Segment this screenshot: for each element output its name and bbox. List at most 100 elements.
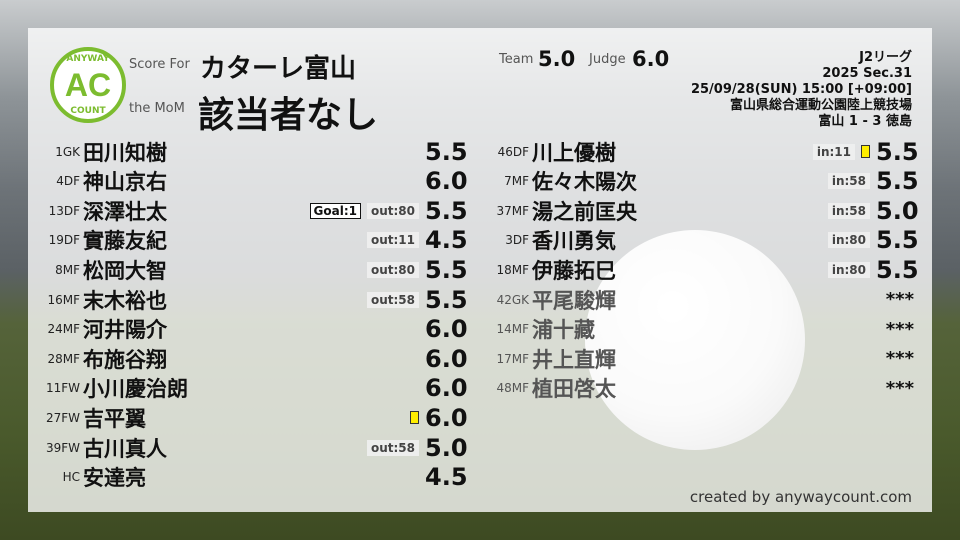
player-row: 16MF 末木裕也 out:58 5.5: [33, 285, 468, 314]
player-name: 平尾駿輝: [532, 288, 616, 313]
no-rating: ***: [885, 318, 914, 340]
player-name: 伊藤拓巳: [532, 258, 616, 283]
substitution-badge: out:11: [366, 232, 419, 249]
player-row: 19DF 實藤友紀 out:11 4.5: [33, 226, 468, 255]
player-stats: 5.5: [425, 137, 468, 166]
player-score: 6.0: [425, 315, 468, 344]
player-stats: out:11 4.5: [366, 226, 468, 254]
player-score: 5.5: [425, 137, 468, 166]
player-number-position: 7MF: [504, 174, 529, 189]
team-label: Team: [499, 52, 534, 67]
no-rating: ***: [885, 348, 914, 370]
player-number-position: 24MF: [47, 322, 80, 337]
player-row: 46DF 川上優樹 in:11 5.5: [482, 137, 919, 166]
player-score: 5.5: [425, 285, 468, 314]
player-score: 5.5: [876, 167, 919, 196]
no-rating: ***: [885, 289, 914, 310]
player-name: 田川知樹: [83, 140, 167, 165]
player-score: 5.5: [425, 196, 468, 225]
player-name: 實藤友紀: [83, 229, 167, 254]
substitution-badge: out:80: [366, 202, 419, 219]
logo-bottom-text: COUNT: [70, 106, 106, 116]
player-name: 植田啓太: [532, 377, 616, 402]
player-score: 6.0: [425, 167, 468, 196]
player-stats: Goal:1 out:80 5.5: [309, 196, 468, 225]
player-stats: 6.0: [425, 374, 468, 403]
substitution-badge: out:58: [366, 291, 419, 308]
player-score: 6.0: [425, 374, 468, 403]
player-number-position: 13DF: [48, 203, 80, 218]
player-number-position: 8MF: [55, 262, 80, 277]
player-stats: ***: [876, 378, 914, 399]
judge-label: Judge: [589, 52, 626, 67]
match-info: J2リーグ 2025 Sec.31 25/09/28(SUN) 15:00 [+…: [691, 50, 912, 130]
player-number-position: 17MF: [496, 351, 529, 366]
logo-text: AC: [64, 67, 112, 103]
player-name: 湯之前匡央: [532, 199, 637, 224]
player-number-position: 42GK: [496, 292, 529, 307]
player-name: 古川真人: [83, 436, 167, 461]
player-stats: ***: [876, 348, 914, 369]
anywaycount-logo: ANYWAY AC COUNT: [50, 47, 126, 123]
player-row: 4DF 神山京右 6.0: [33, 167, 468, 196]
player-number-position: 28MF: [47, 351, 80, 366]
player-name: 布施谷翔: [83, 347, 167, 372]
player-score: 5.5: [876, 137, 919, 166]
player-number-position: 19DF: [48, 233, 80, 248]
mom-label: the MoM: [129, 101, 185, 116]
player-name: 末木裕也: [83, 288, 167, 313]
player-stats: in:80 5.5: [827, 255, 919, 284]
player-row: 8MF 松岡大智 out:80 5.5: [33, 255, 468, 284]
judge-score: 6.0: [632, 47, 670, 71]
player-row: 42GK 平尾駿輝 ***: [482, 285, 914, 314]
player-stats: 6.0: [425, 167, 468, 196]
player-name: 小川慶治朗: [83, 377, 188, 402]
player-row: 48MF 植田啓太 ***: [482, 374, 914, 403]
player-name: 吉平翼: [83, 406, 146, 431]
player-score: 5.0: [876, 196, 919, 225]
player-row: 17MF 井上直輝 ***: [482, 344, 914, 373]
player-stats: ***: [876, 289, 914, 310]
player-row: 27FW 吉平翼 6.0: [33, 403, 468, 432]
substitution-badge: out:80: [366, 261, 419, 278]
mom-value: 該当者なし: [198, 95, 379, 136]
player-number-position: 16MF: [47, 292, 80, 307]
player-name: 香川勇気: [532, 229, 616, 254]
player-stats: out:80 5.5: [366, 255, 468, 284]
player-stats: out:58 5.5: [366, 285, 468, 314]
player-number-position: 37MF: [496, 203, 529, 218]
player-score: 5.5: [876, 226, 919, 255]
player-number-position: 18MF: [496, 262, 529, 277]
player-stats: in:11 5.5: [812, 137, 919, 166]
player-row: 28MF 布施谷翔 6.0: [33, 344, 468, 373]
player-stats: ***: [876, 319, 914, 340]
player-name: 神山京右: [83, 170, 167, 195]
substitution-badge: in:11: [812, 143, 855, 160]
player-stats: in:58 5.0: [827, 196, 919, 225]
player-number-position: HC: [62, 470, 80, 485]
player-number-position: 14MF: [496, 322, 529, 337]
player-row: 18MF 伊藤拓巳 in:80 5.5: [482, 255, 919, 284]
player-row: 13DF 深澤壮太 Goal:1 out:80 5.5: [33, 196, 468, 225]
goal-badge: Goal:1: [309, 202, 361, 219]
player-name: 河井陽介: [83, 318, 167, 343]
player-score: 5.5: [425, 255, 468, 284]
player-score: 6.0: [425, 344, 468, 373]
yellow-card-icon: [861, 145, 870, 158]
player-number-position: 11FW: [45, 381, 80, 396]
substitution-badge: in:80: [827, 232, 870, 249]
player-number-position: 39FW: [45, 440, 80, 455]
player-score: 5.5: [876, 255, 919, 284]
player-row: 3DF 香川勇気 in:80 5.5: [482, 226, 919, 255]
player-row: 39FW 古川真人 out:58 5.0: [33, 433, 468, 462]
player-score: 4.5: [425, 463, 468, 492]
venue: 富山県総合運動公園陸上競技場: [729, 98, 912, 113]
credit: created by anywaycount.com: [689, 488, 912, 506]
player-name: 井上直輝: [532, 347, 616, 372]
team-name: カターレ富山: [200, 54, 357, 84]
player-name: 佐々木陽次: [532, 170, 637, 195]
player-name: 安達亮: [83, 466, 146, 491]
player-number-position: 3DF: [505, 233, 529, 248]
player-number-position: 46DF: [497, 144, 529, 159]
player-number-position: 48MF: [496, 381, 529, 396]
